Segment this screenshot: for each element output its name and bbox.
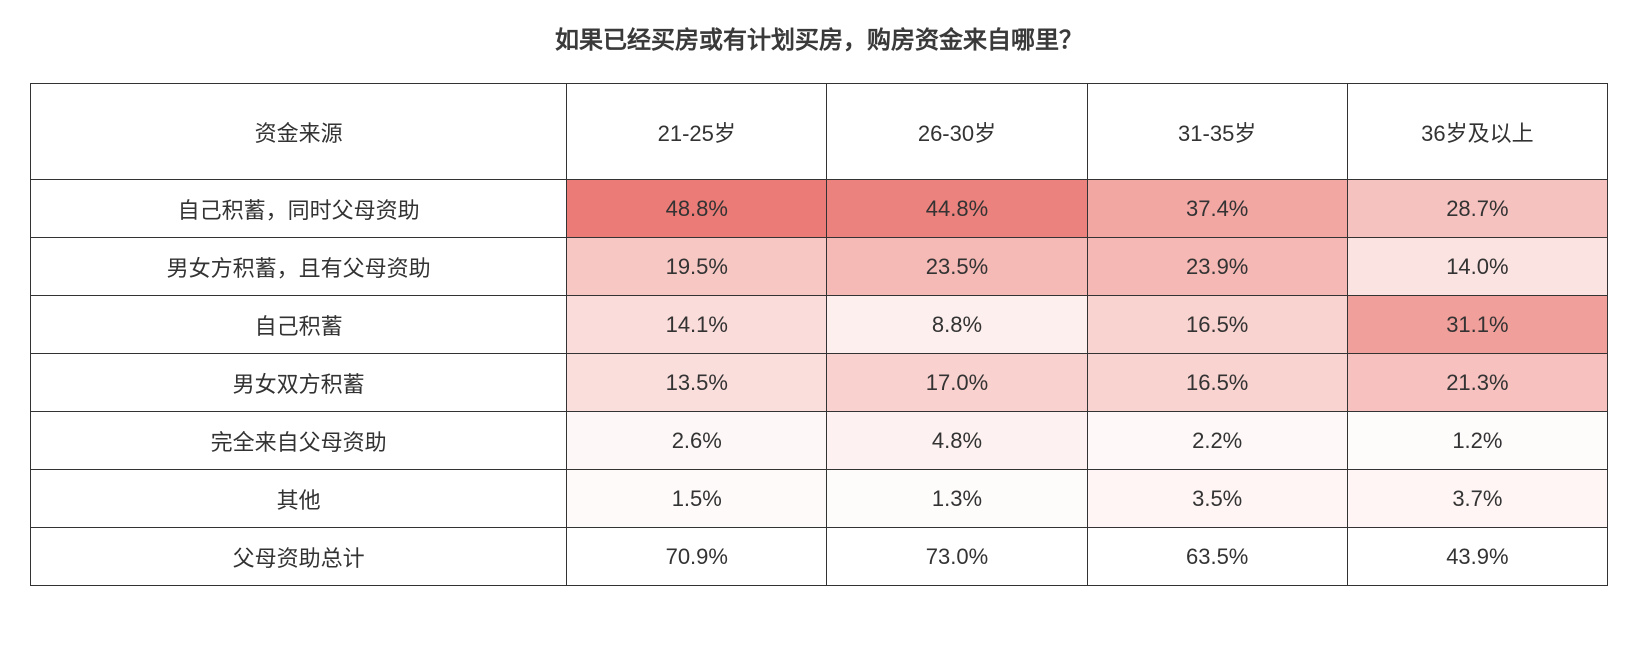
table-row: 自己积蓄，同时父母资助48.8%44.8%37.4%28.7%: [31, 180, 1608, 238]
col-header-21-25: 21-25岁: [567, 84, 827, 180]
table-body: 自己积蓄，同时父母资助48.8%44.8%37.4%28.7%男女方积蓄，且有父…: [31, 180, 1608, 586]
data-cell: 3.5%: [1087, 470, 1347, 528]
data-cell: 63.5%: [1087, 528, 1347, 586]
data-cell: 1.5%: [567, 470, 827, 528]
col-header-36-plus: 36岁及以上: [1347, 84, 1607, 180]
data-cell: 14.1%: [567, 296, 827, 354]
data-cell: 73.0%: [827, 528, 1087, 586]
data-cell: 37.4%: [1087, 180, 1347, 238]
col-header-26-30: 26-30岁: [827, 84, 1087, 180]
col-header-31-35: 31-35岁: [1087, 84, 1347, 180]
row-label: 其他: [31, 470, 567, 528]
data-cell: 2.6%: [567, 412, 827, 470]
chart-title: 如果已经买房或有计划买房，购房资金来自哪里？: [30, 20, 1608, 55]
row-label: 父母资助总计: [31, 528, 567, 586]
row-label: 男女方积蓄，且有父母资助: [31, 238, 567, 296]
row-label: 男女双方积蓄: [31, 354, 567, 412]
row-label: 自己积蓄: [31, 296, 567, 354]
data-cell: 1.2%: [1347, 412, 1607, 470]
row-label: 完全来自父母资助: [31, 412, 567, 470]
data-cell: 16.5%: [1087, 354, 1347, 412]
data-cell: 4.8%: [827, 412, 1087, 470]
table-header-row: 资金来源 21-25岁 26-30岁 31-35岁 36岁及以上: [31, 84, 1608, 180]
data-cell: 43.9%: [1347, 528, 1607, 586]
data-cell: 16.5%: [1087, 296, 1347, 354]
data-cell: 19.5%: [567, 238, 827, 296]
data-cell: 8.8%: [827, 296, 1087, 354]
table-row: 男女双方积蓄13.5%17.0%16.5%21.3%: [31, 354, 1608, 412]
table-row: 自己积蓄14.1%8.8%16.5%31.1%: [31, 296, 1608, 354]
row-label: 自己积蓄，同时父母资助: [31, 180, 567, 238]
data-cell: 1.3%: [827, 470, 1087, 528]
table-row: 完全来自父母资助2.6%4.8%2.2%1.2%: [31, 412, 1608, 470]
data-cell: 21.3%: [1347, 354, 1607, 412]
col-header-source: 资金来源: [31, 84, 567, 180]
data-cell: 14.0%: [1347, 238, 1607, 296]
data-cell: 13.5%: [567, 354, 827, 412]
data-cell: 31.1%: [1347, 296, 1607, 354]
table-row: 其他1.5%1.3%3.5%3.7%: [31, 470, 1608, 528]
data-cell: 28.7%: [1347, 180, 1607, 238]
table-row: 父母资助总计70.9%73.0%63.5%43.9%: [31, 528, 1608, 586]
data-cell: 3.7%: [1347, 470, 1607, 528]
table-row: 男女方积蓄，且有父母资助19.5%23.5%23.9%14.0%: [31, 238, 1608, 296]
data-cell: 23.9%: [1087, 238, 1347, 296]
data-cell: 2.2%: [1087, 412, 1347, 470]
data-cell: 44.8%: [827, 180, 1087, 238]
data-cell: 17.0%: [827, 354, 1087, 412]
funding-source-heatmap-table: 资金来源 21-25岁 26-30岁 31-35岁 36岁及以上 自己积蓄，同时…: [30, 83, 1608, 586]
data-cell: 48.8%: [567, 180, 827, 238]
data-cell: 70.9%: [567, 528, 827, 586]
data-cell: 23.5%: [827, 238, 1087, 296]
